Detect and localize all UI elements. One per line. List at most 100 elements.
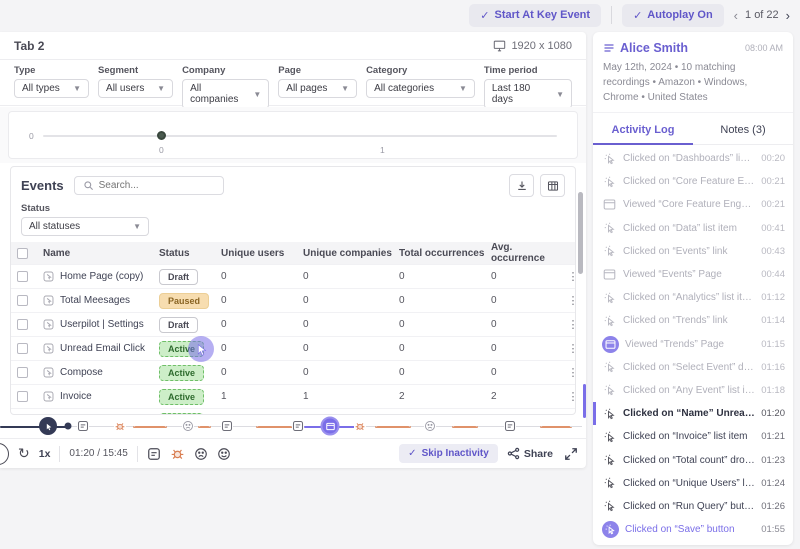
row-menu-icon[interactable]: ⋮ xyxy=(563,390,576,403)
skip-inactivity-toggle[interactable]: ✓ Skip Inactivity xyxy=(399,444,498,463)
row-checkbox[interactable] xyxy=(17,319,28,330)
activity-log-item[interactable]: Clicked on “Analytics” list item 01:12 xyxy=(593,286,793,309)
row-menu-icon[interactable]: ⋮ xyxy=(563,294,576,307)
replay-10-icon[interactable]: ↻ xyxy=(18,445,30,462)
activity-log-item[interactable]: Clicked on “Events” link 00:43 xyxy=(593,240,793,263)
table-row[interactable]: Unread Email Click Active 0 0 0 0 ⋮ xyxy=(11,336,575,360)
activity-log-item[interactable]: Clicked on “Any Event” list item 01:18 xyxy=(593,379,793,402)
timeline-key-event-marker[interactable] xyxy=(39,417,57,435)
activity-log-item[interactable]: Clicked on “Data” list item 00:41 xyxy=(593,217,793,240)
slider-track[interactable] xyxy=(43,135,557,137)
table-row[interactable]: Total Meesages Paused 0 0 0 0 ⋮ xyxy=(11,288,575,312)
select-all-checkbox[interactable] xyxy=(17,248,28,259)
category-filter-select[interactable]: All categories▼ xyxy=(366,79,475,98)
autoplay-toggle-button[interactable]: ✓ Autoplay On xyxy=(622,4,724,27)
column-header-status[interactable]: Status xyxy=(159,248,221,259)
activity-log-item[interactable]: Clicked on “Select Event” dropdown 01:16 xyxy=(593,356,793,379)
timeline-playhead[interactable] xyxy=(321,417,340,436)
row-checkbox[interactable] xyxy=(17,271,28,282)
status-filter-select[interactable]: All statuses ▼ xyxy=(21,217,149,236)
unique-users-cell: 0 xyxy=(221,367,303,378)
frustration-marker-icon[interactable] xyxy=(424,420,436,432)
event-type-icon xyxy=(43,295,54,306)
timeline-event-dot[interactable] xyxy=(65,423,72,430)
error-bug-marker-icon[interactable] xyxy=(354,420,366,432)
segment-filter-select[interactable]: All users▼ xyxy=(98,79,173,98)
column-header-unique-companies[interactable]: Unique companies xyxy=(303,248,399,259)
notes-filter-icon[interactable] xyxy=(147,447,161,461)
slider-handle[interactable] xyxy=(157,131,166,140)
frustration-marker-icon[interactable] xyxy=(182,420,194,432)
activity-log-item[interactable]: Clicked on “Save” button 01:55 xyxy=(593,518,793,541)
column-header-total-occurrences[interactable]: Total occurrences xyxy=(399,248,491,259)
column-header-name[interactable]: Name xyxy=(43,248,159,259)
row-menu-icon[interactable]: ⋮ xyxy=(563,414,576,415)
events-scrollbar-thumb[interactable] xyxy=(578,192,583,274)
note-marker-icon[interactable] xyxy=(221,420,233,432)
playback-timeline[interactable] xyxy=(0,418,586,436)
event-type-icon xyxy=(43,367,54,378)
activity-log-item[interactable]: Clicked on “Total count” dropdown 01:23 xyxy=(593,448,793,471)
row-menu-icon[interactable]: ⋮ xyxy=(563,270,576,283)
activity-log-item[interactable]: Clicked on “Dashboards” list item 00:20 xyxy=(593,147,793,170)
player-scrollbar-thumb[interactable] xyxy=(583,384,586,418)
errors-filter-icon[interactable] xyxy=(170,446,185,461)
share-icon xyxy=(507,447,520,460)
events-search-input[interactable] xyxy=(99,180,209,191)
activity-text: Clicked on “Any Event” list item xyxy=(623,385,755,396)
frustration-filter-icon[interactable] xyxy=(194,447,208,461)
fullscreen-icon[interactable] xyxy=(564,447,578,461)
share-button[interactable]: Share xyxy=(507,447,553,460)
table-row[interactable]: Userpilot | Settings Draft 0 0 0 0 ⋮ xyxy=(11,312,575,336)
activity-log-item-current[interactable]: Clicked on “Name” Unread Email C... 01:2… xyxy=(593,402,793,425)
error-bug-marker-icon[interactable] xyxy=(114,420,126,432)
activity-log-item[interactable]: Clicked on “Core Feature Engagem... 00:2… xyxy=(593,170,793,193)
activity-log-item[interactable]: Clicked on “Trends” link 01:14 xyxy=(593,309,793,332)
session-user[interactable]: Alice Smith xyxy=(603,41,688,55)
tab-activity-log[interactable]: Activity Log xyxy=(593,115,693,144)
activity-text: Clicked on “Trends” link xyxy=(623,315,755,326)
table-row[interactable]: Compose Active 0 0 0 0 ⋮ xyxy=(11,360,575,384)
activity-log-item[interactable]: Viewed “Trends” Page 01:15 xyxy=(593,333,793,356)
happy-filter-icon[interactable] xyxy=(217,447,231,461)
table-row[interactable]: Userpilot Knowledge ... Active 0 0 0 0 ⋮ xyxy=(11,408,575,415)
playback-speed-button[interactable]: 1x xyxy=(39,448,51,460)
start-at-key-event-button[interactable]: ✓ Start At Key Event xyxy=(469,4,601,27)
row-menu-icon[interactable]: ⋮ xyxy=(563,318,576,331)
column-header-unique-users[interactable]: Unique users xyxy=(221,248,303,259)
note-marker-icon[interactable] xyxy=(504,420,516,432)
time-period-filter-select[interactable]: Last 180 days▼ xyxy=(484,79,572,109)
column-header-avg-occurrence[interactable]: Avg. occurrence xyxy=(491,242,563,264)
tab-notes[interactable]: Notes (3) xyxy=(693,115,793,144)
download-button[interactable] xyxy=(509,174,534,197)
row-menu-icon[interactable]: ⋮ xyxy=(563,366,576,379)
type-filter-select[interactable]: All types▼ xyxy=(14,79,89,98)
next-recording-chevron-icon[interactable]: › xyxy=(786,8,790,23)
events-search[interactable] xyxy=(74,176,224,195)
event-name: Compose xyxy=(60,367,103,378)
activity-log-item[interactable]: Clicked on “Unique Users” list item 01:2… xyxy=(593,472,793,495)
play-button[interactable] xyxy=(0,443,9,465)
activity-log-item[interactable]: Viewed “Events” Page 00:44 xyxy=(593,263,793,286)
activity-log-item[interactable]: Viewed “Core Feature Engagment” 00:21 xyxy=(593,193,793,216)
table-row[interactable]: Home Page (copy) Draft 0 0 0 0 ⋮ xyxy=(11,264,575,288)
activity-time: 00:43 xyxy=(761,246,785,257)
row-checkbox[interactable] xyxy=(17,295,28,306)
note-marker-icon[interactable] xyxy=(77,420,89,432)
page-filter-select[interactable]: All pages▼ xyxy=(278,79,357,98)
company-filter-select[interactable]: All companies▼ xyxy=(182,79,269,109)
table-row[interactable]: Invoice Active 1 1 2 2 ⋮ xyxy=(11,384,575,408)
activity-log-item[interactable]: Clicked on “Invoice” list item 01:21 xyxy=(593,425,793,448)
click-icon xyxy=(602,174,617,189)
row-checkbox[interactable] xyxy=(17,391,28,402)
status-badge: Paused xyxy=(159,293,209,309)
columns-button[interactable] xyxy=(540,174,565,197)
row-menu-icon[interactable]: ⋮ xyxy=(563,342,576,355)
note-marker-icon[interactable] xyxy=(292,420,304,432)
resolution-value: 1920 x 1080 xyxy=(511,40,572,52)
event-name: Invoice xyxy=(60,391,92,402)
row-checkbox[interactable] xyxy=(17,367,28,378)
prev-recording-chevron-icon[interactable]: ‹ xyxy=(734,8,738,23)
row-checkbox[interactable] xyxy=(17,343,28,354)
activity-log-item[interactable]: Clicked on “Run Query” button 01:26 xyxy=(593,495,793,518)
